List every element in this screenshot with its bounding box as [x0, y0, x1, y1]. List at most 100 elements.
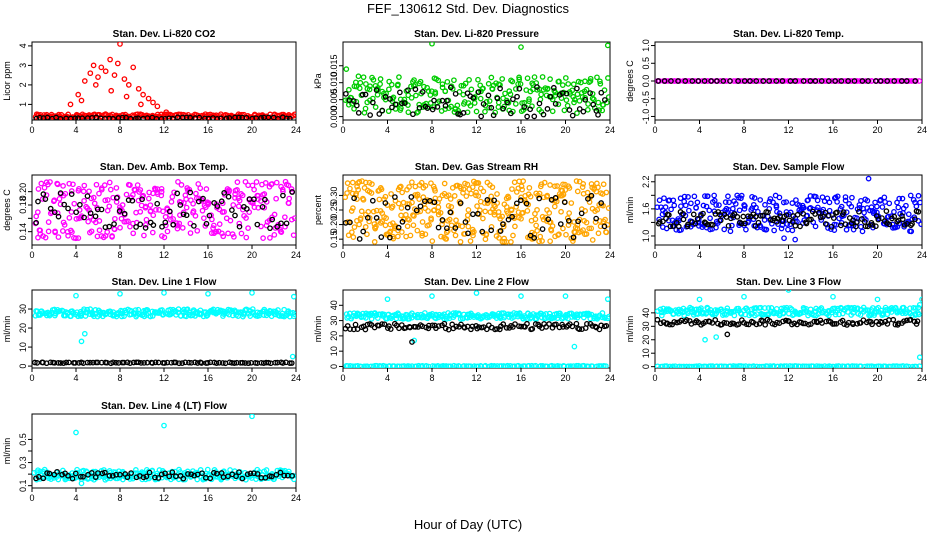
data-point: [539, 238, 545, 244]
data-point: [76, 185, 82, 192]
data-point: [800, 363, 806, 368]
data-point: [514, 93, 520, 100]
data-point: [741, 293, 747, 300]
data-point: [854, 219, 860, 225]
data-point: [141, 359, 147, 366]
data-point: [776, 210, 783, 217]
data-point: [168, 198, 175, 205]
data-point: [142, 221, 149, 228]
data-point: [429, 322, 436, 329]
data-point: [273, 179, 280, 186]
data-point: [125, 218, 131, 225]
data-point: [845, 78, 851, 84]
x-tick-label: 24: [605, 250, 615, 260]
data-point: [668, 206, 674, 213]
data-point: [68, 191, 75, 197]
data-point: [161, 234, 168, 241]
data-point: [436, 98, 443, 105]
data-point: [183, 212, 190, 219]
data-point: [661, 78, 668, 84]
data-point: [578, 210, 585, 217]
data-point: [33, 219, 40, 226]
data-point: [703, 203, 710, 210]
data-point: [720, 78, 727, 84]
data-point: [877, 363, 884, 368]
data-point: [750, 363, 757, 368]
data-point: [117, 42, 123, 47]
data-point: [65, 232, 71, 239]
data-point: [428, 180, 434, 187]
data-point: [147, 202, 154, 209]
y-tick-label: 0.010: [329, 71, 339, 94]
data-point: [234, 179, 241, 185]
data-point: [901, 318, 907, 325]
data-point: [253, 179, 260, 185]
data-point: [73, 429, 79, 436]
data-point: [45, 219, 52, 225]
data-point: [836, 363, 842, 368]
data-point: [192, 213, 199, 219]
data-point: [129, 197, 136, 204]
data-point: [506, 88, 513, 94]
data-point: [397, 89, 403, 96]
data-point: [764, 363, 771, 368]
data-point: [796, 202, 803, 208]
data-point: [480, 101, 487, 107]
data-point: [479, 228, 486, 235]
data-point: [180, 211, 187, 218]
data-point: [372, 225, 379, 232]
data-point: [239, 192, 246, 199]
data-point: [827, 363, 834, 368]
data-point: [903, 363, 910, 368]
data-point: [523, 200, 530, 207]
x-tick-label: 16: [516, 373, 526, 383]
data-point: [226, 187, 232, 193]
data-point: [51, 197, 58, 204]
data-point: [482, 208, 489, 215]
data-point: [574, 85, 580, 92]
data-point: [185, 471, 191, 477]
data-point: [251, 186, 257, 193]
data-point: [553, 321, 559, 328]
data-point: [508, 239, 514, 245]
data-point: [81, 78, 88, 84]
data-point: [552, 89, 559, 96]
data-point: [418, 179, 425, 186]
data-point: [545, 216, 552, 223]
data-point: [915, 304, 922, 311]
x-tick-label: 12: [159, 373, 169, 383]
data-points: [32, 290, 296, 367]
data-point: [470, 211, 476, 218]
data-point: [515, 362, 522, 368]
data-point: [107, 186, 114, 193]
data-point: [912, 305, 919, 311]
data-point: [694, 199, 701, 206]
data-point: [566, 185, 573, 191]
data-point: [481, 200, 488, 206]
y-tick-label: -1.0: [641, 109, 651, 125]
data-point: [496, 235, 502, 241]
data-point: [491, 363, 498, 368]
data-point: [395, 200, 402, 207]
data-point: [790, 219, 796, 225]
data-point: [767, 196, 774, 202]
data-point: [404, 223, 411, 230]
data-point: [709, 222, 716, 228]
data-point: [247, 470, 254, 477]
data-point: [403, 233, 409, 240]
data-point: [357, 363, 364, 368]
x-tick-label: 16: [203, 373, 213, 383]
data-point: [460, 190, 466, 196]
data-point: [740, 213, 747, 220]
y-axis-label: Licor ppm: [2, 61, 12, 101]
data-point: [834, 199, 840, 205]
data-point: [891, 78, 898, 84]
data-point: [41, 184, 48, 191]
data-point: [362, 326, 369, 333]
data-point: [870, 224, 876, 231]
data-point: [207, 475, 214, 482]
data-point: [464, 181, 471, 188]
data-point: [890, 316, 897, 323]
data-point: [421, 83, 427, 90]
